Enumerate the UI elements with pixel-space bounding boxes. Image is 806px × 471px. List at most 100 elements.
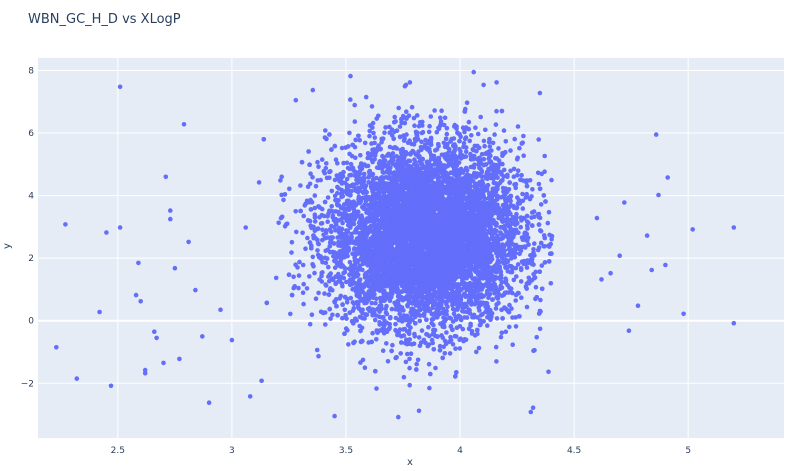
data-point	[340, 220, 345, 226]
data-point	[373, 300, 378, 306]
data-point	[475, 131, 481, 137]
data-point	[370, 330, 375, 336]
data-point	[508, 269, 513, 275]
data-point	[511, 166, 517, 172]
data-point	[681, 311, 686, 317]
data-point	[117, 84, 123, 90]
data-point	[656, 192, 661, 198]
data-point	[288, 311, 293, 317]
data-point	[348, 295, 354, 301]
data-point	[63, 222, 68, 227]
data-point	[512, 136, 517, 142]
data-point	[108, 383, 114, 389]
data-point	[529, 194, 534, 199]
data-point	[396, 414, 401, 420]
data-point	[461, 140, 467, 146]
data-point	[401, 138, 407, 143]
data-point	[370, 312, 375, 318]
data-point	[474, 349, 479, 355]
data-point	[518, 279, 524, 284]
data-point	[444, 131, 450, 137]
data-point	[467, 311, 473, 316]
data-point	[481, 156, 487, 162]
data-point	[229, 337, 235, 343]
data-point	[472, 170, 477, 176]
data-point	[490, 140, 496, 146]
data-point	[503, 276, 508, 282]
data-point	[469, 133, 474, 138]
data-point	[665, 175, 670, 180]
data-point	[97, 309, 102, 315]
data-point	[304, 286, 310, 291]
data-point	[442, 338, 448, 344]
data-point	[532, 241, 537, 246]
data-point	[327, 175, 332, 180]
data-point	[514, 274, 519, 279]
data-point	[374, 337, 379, 342]
data-point	[314, 226, 320, 232]
data-point	[497, 161, 503, 167]
data-point	[138, 299, 143, 304]
data-point	[626, 328, 632, 334]
data-point	[530, 187, 535, 192]
data-point	[419, 328, 425, 333]
data-point	[320, 227, 325, 233]
data-point	[468, 323, 473, 329]
data-point	[367, 168, 373, 174]
data-point	[369, 104, 375, 109]
data-point	[471, 312, 477, 318]
data-point	[362, 140, 368, 146]
data-point	[447, 351, 453, 356]
data-point	[349, 231, 354, 237]
data-point	[508, 168, 513, 174]
data-point	[294, 229, 299, 235]
data-point	[494, 80, 499, 85]
data-point	[503, 139, 509, 144]
data-point	[330, 213, 336, 218]
data-point	[396, 105, 402, 111]
data-point	[539, 263, 545, 268]
data-point	[538, 202, 544, 207]
data-point	[406, 331, 412, 337]
data-point	[549, 177, 554, 183]
data-point	[363, 94, 369, 100]
data-point	[542, 153, 547, 159]
data-point	[329, 188, 335, 194]
data-point	[320, 237, 325, 243]
data-point	[163, 174, 169, 180]
data-point	[398, 147, 404, 153]
data-point	[431, 316, 436, 322]
data-point	[323, 283, 329, 288]
data-point	[663, 262, 668, 268]
data-point	[344, 300, 350, 305]
data-point	[414, 113, 420, 118]
data-point	[346, 144, 351, 149]
data-point	[326, 264, 331, 270]
data-point	[358, 153, 363, 158]
data-point	[489, 148, 494, 153]
data-point	[407, 382, 413, 388]
data-point	[594, 215, 600, 221]
data-point	[161, 360, 166, 366]
data-point	[429, 337, 435, 343]
data-point	[117, 225, 123, 230]
data-point	[649, 267, 654, 273]
data-point	[513, 185, 518, 191]
data-point	[177, 356, 182, 362]
data-point	[345, 165, 351, 171]
data-point	[518, 224, 523, 230]
data-point	[350, 300, 356, 305]
data-point	[423, 137, 428, 143]
data-point	[403, 82, 409, 88]
data-point	[104, 230, 109, 235]
data-point	[509, 306, 514, 311]
data-point	[291, 285, 297, 291]
data-point	[300, 262, 306, 268]
data-points	[54, 69, 737, 420]
data-point	[181, 122, 187, 127]
data-point	[409, 104, 415, 110]
data-point	[321, 169, 327, 174]
data-point	[513, 324, 519, 329]
data-point	[301, 301, 306, 307]
data-point	[319, 157, 325, 162]
